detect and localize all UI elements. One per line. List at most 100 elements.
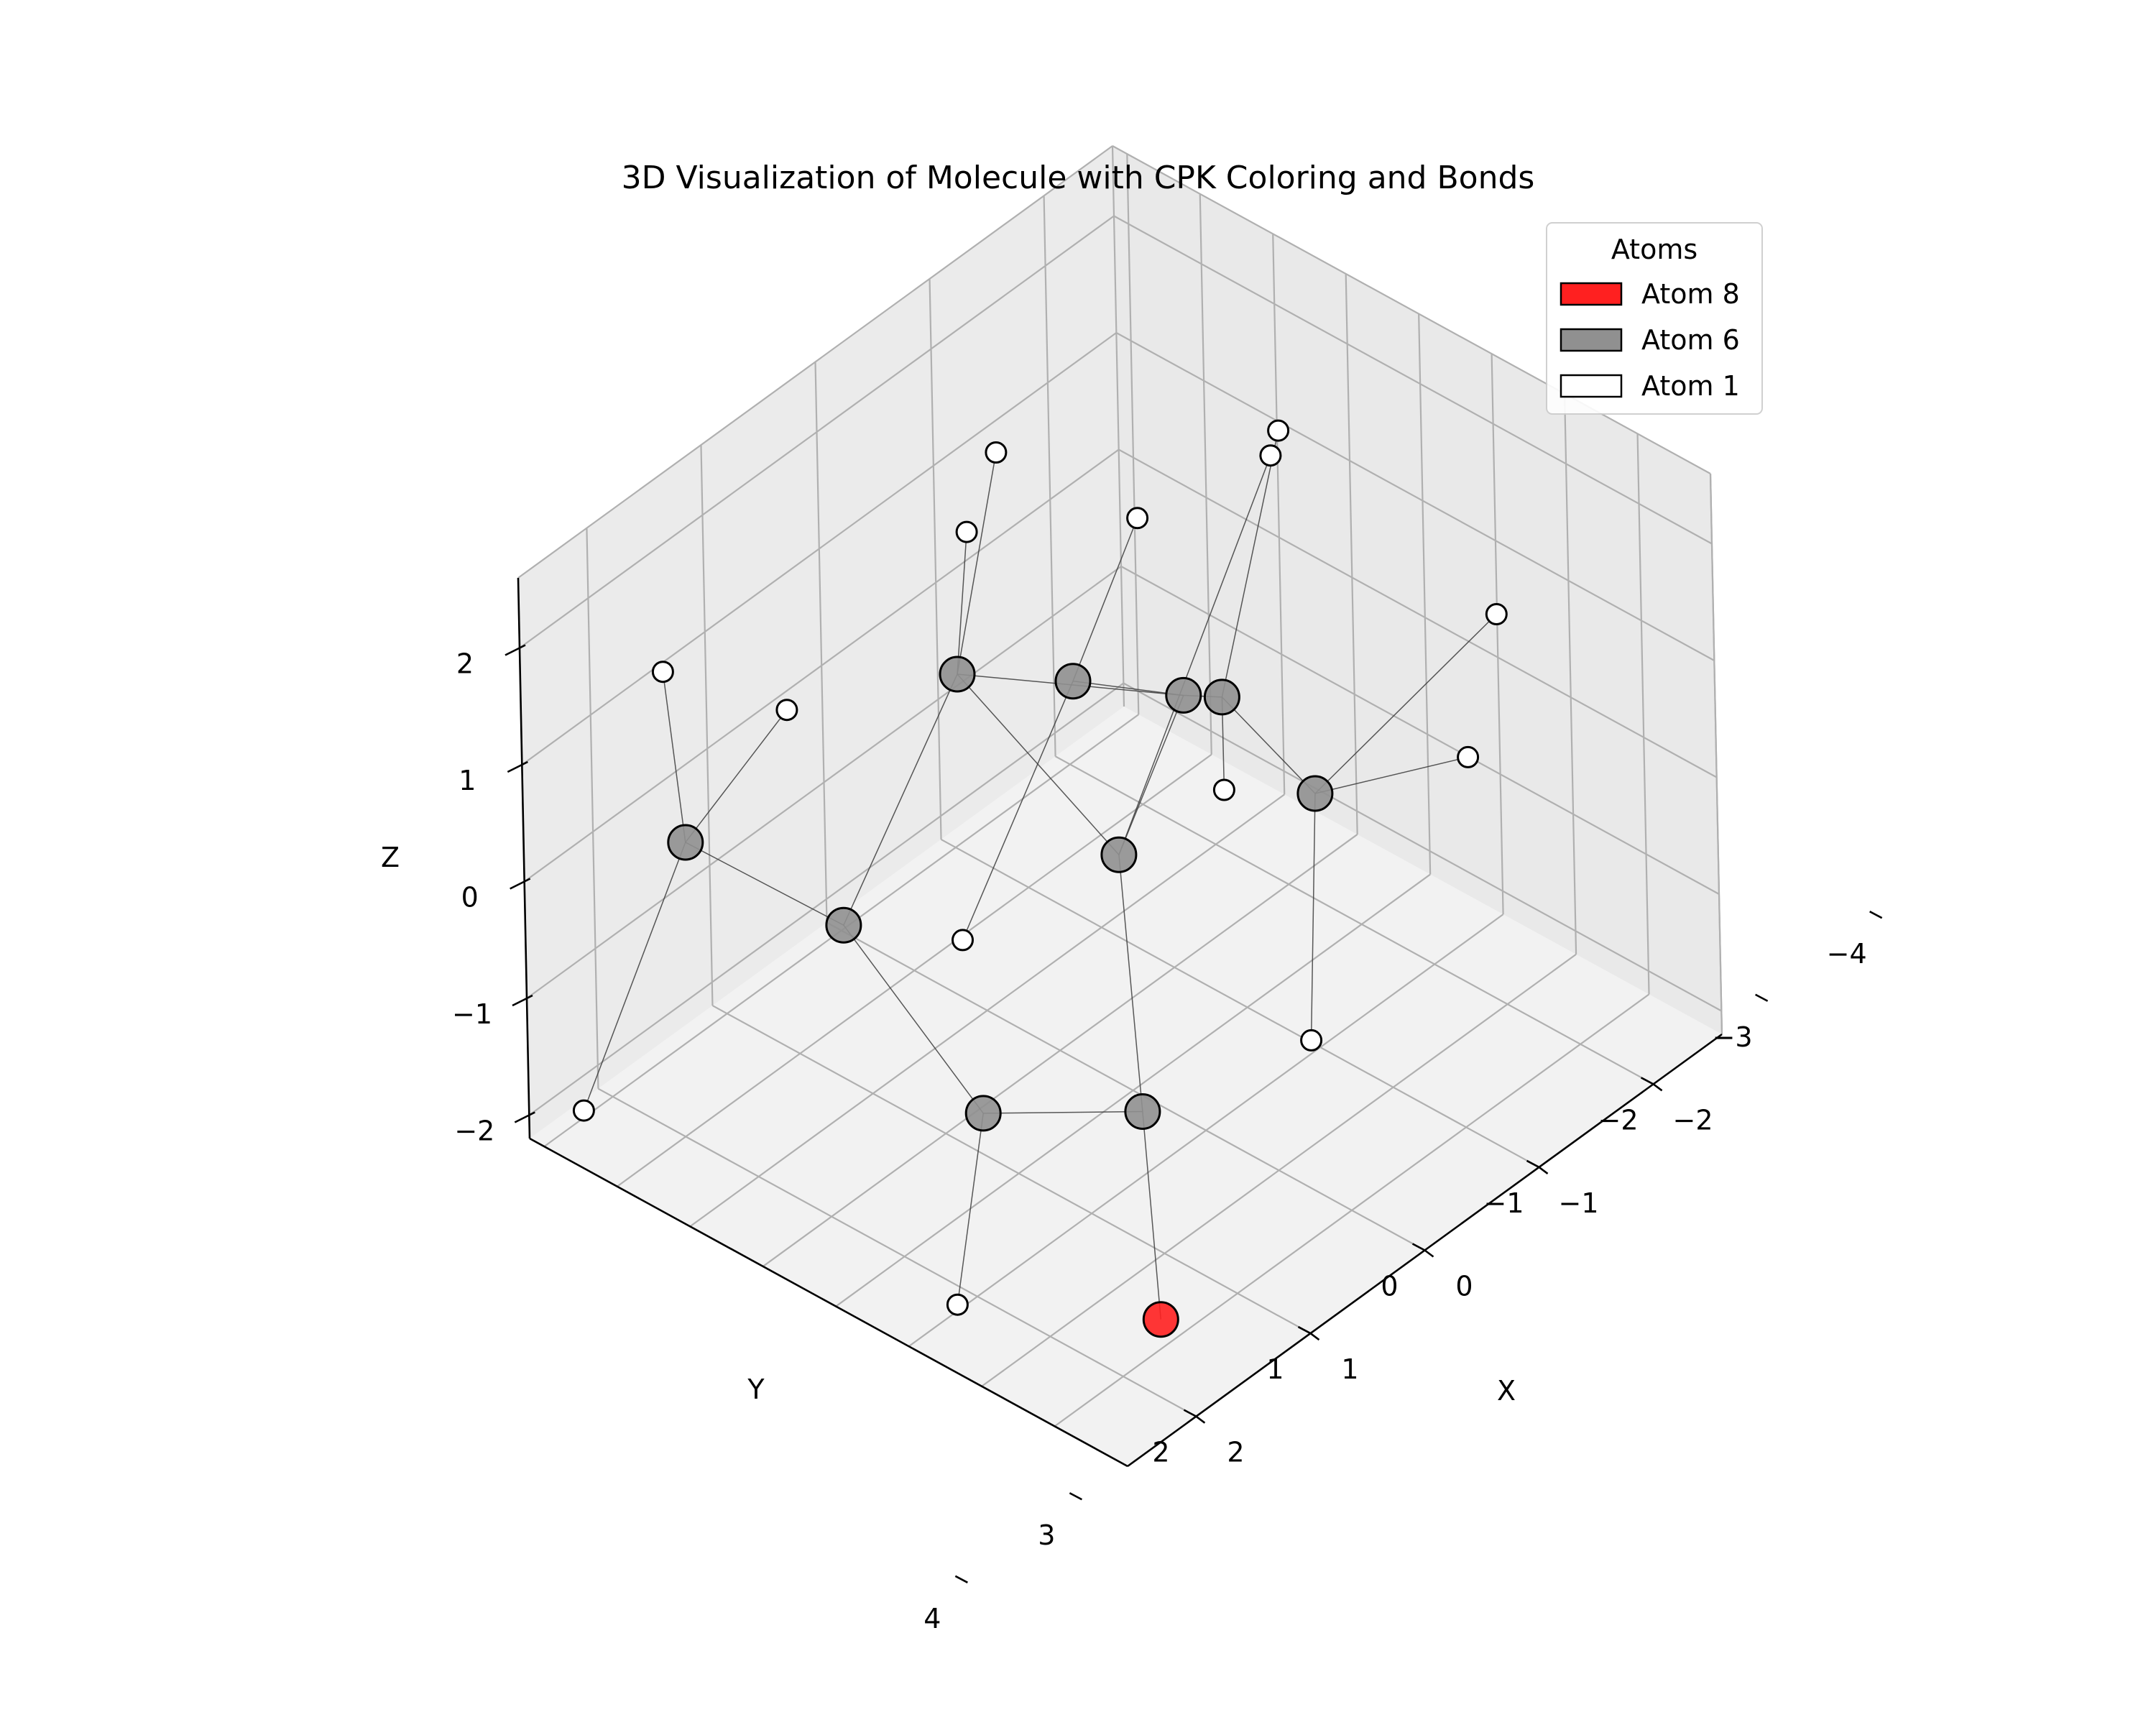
atom-element-1	[1267, 419, 1290, 442]
z-axis-line	[517, 577, 531, 1139]
bond-line	[1221, 696, 1316, 794]
x-tick-label: 0	[1455, 1271, 1473, 1302]
bond-line	[1118, 695, 1184, 855]
y-tick-mark	[1869, 911, 1883, 919]
legend-frame	[1546, 222, 1763, 415]
y-tick-mark	[1183, 1409, 1197, 1417]
atom-element-6	[964, 1095, 1002, 1132]
atom-element-1	[1126, 507, 1149, 530]
bond-line	[1118, 455, 1271, 855]
z-tick-mark	[514, 1111, 535, 1123]
z-grid-left-wall	[526, 566, 1122, 999]
bond-line	[1142, 1111, 1162, 1320]
atom-element-6	[1203, 678, 1240, 716]
y-tick-label: −2	[1598, 1104, 1639, 1136]
z-tick-label: 2	[456, 648, 474, 680]
atom-element-6	[1100, 836, 1138, 873]
legend-entries: Atom 8 Atom 6 Atom 1	[1560, 278, 1740, 402]
atom-element-1	[572, 1099, 595, 1122]
y-grid-wall	[1418, 313, 1432, 875]
z-tick-mark	[505, 644, 526, 656]
z-tick-label: −1	[452, 998, 492, 1030]
pane-edge	[1111, 145, 1125, 707]
y-tick-mark	[1755, 993, 1769, 1002]
y-tick-mark	[1297, 1325, 1312, 1335]
legend-label: Atom 8	[1641, 278, 1740, 310]
z-tick-label: 0	[461, 882, 479, 914]
x-tick-mark	[1538, 1166, 1549, 1174]
y-tick-label: −1	[1484, 1187, 1524, 1219]
x-axis-label: X	[1497, 1375, 1516, 1407]
z-grid-right-wall	[1120, 566, 1720, 895]
x-tick-label: −2	[1673, 1104, 1713, 1136]
bond-line	[843, 673, 958, 926]
bond-line	[1310, 794, 1316, 1041]
legend-title: Atoms	[1611, 234, 1697, 265]
y-axis-label: Y	[747, 1374, 765, 1405]
x-tick-mark	[1309, 1333, 1320, 1341]
z-grid-right-wall	[1118, 448, 1718, 778]
bond-line	[685, 709, 788, 843]
x-tick-label: 2	[1227, 1437, 1244, 1468]
y-tick-label: −4	[1827, 938, 1867, 970]
atoms-layer	[572, 419, 1508, 1338]
z-tick-mark	[512, 994, 533, 1007]
y-tick-label: −3	[1713, 1021, 1753, 1053]
y-grid-floor	[1054, 993, 1650, 1427]
atom-element-1	[1457, 745, 1480, 768]
z-tick-mark	[510, 878, 531, 890]
z-tick-mark	[507, 760, 528, 773]
x-grid-floor	[941, 838, 1540, 1168]
pane-edge	[517, 145, 1113, 579]
atom-element-1	[952, 929, 974, 952]
bond-line	[1072, 680, 1184, 696]
axes-panes	[518, 146, 1722, 1466]
y-grid-wall	[1272, 234, 1286, 795]
bond-line	[1072, 518, 1138, 681]
y-grid-wall	[1345, 273, 1358, 834]
bond-line	[957, 673, 1120, 855]
atom-element-6	[667, 824, 704, 861]
z-grid-right-wall	[1113, 215, 1713, 545]
z-tick-label: −2	[454, 1116, 494, 1147]
z-grid-left-wall	[521, 332, 1117, 765]
y-grid-floor	[763, 834, 1358, 1267]
y-tick-mark	[954, 1575, 968, 1583]
x-grid-wall	[700, 445, 714, 1006]
z-axis-label: Z	[381, 842, 400, 873]
pane-edge	[1112, 145, 1711, 474]
axis-ticks: −2 −1 0 1 2 −4 −3 −2 −1 0 1 2 3 4 −2 −1 0 1 2	[452, 644, 1883, 1634]
x-tick-mark	[1652, 1083, 1663, 1092]
x-tick-mark	[1424, 1249, 1434, 1258]
legend-swatch	[1560, 282, 1623, 306]
x-grid-floor	[826, 921, 1426, 1251]
y-tick-mark	[1069, 1492, 1082, 1501]
x-grid-wall	[586, 528, 599, 1089]
y-grid-floor	[835, 873, 1431, 1307]
atom-element-1	[1212, 778, 1235, 801]
y-grid-floor	[689, 794, 1285, 1228]
z-grid-left-wall	[519, 215, 1115, 649]
y-tick-label: 3	[1038, 1519, 1055, 1551]
bond-line	[957, 452, 997, 675]
atom-element-6	[1054, 663, 1092, 700]
bond-line	[583, 842, 686, 1111]
y-tick-mark	[1411, 1243, 1426, 1251]
y-tick-label: 2	[1152, 1437, 1169, 1468]
x-grid-wall	[1043, 196, 1056, 757]
y-grid-floor	[617, 753, 1212, 1187]
y-tick-mark	[1640, 1077, 1654, 1085]
atom-element-1	[1485, 603, 1508, 625]
y-grid-wall	[1491, 354, 1504, 915]
y-grid-wall	[1636, 433, 1650, 995]
y-tick-label: 0	[1381, 1271, 1398, 1302]
bond-line	[1314, 756, 1468, 794]
atom-element-6	[939, 656, 976, 693]
y-tick-mark	[1526, 1159, 1540, 1169]
atom-element-1	[985, 441, 1008, 464]
z-grid-left-wall	[528, 682, 1124, 1116]
bond-line	[957, 532, 967, 675]
legend-swatch	[1560, 374, 1623, 398]
atom-element-1	[946, 1293, 969, 1316]
